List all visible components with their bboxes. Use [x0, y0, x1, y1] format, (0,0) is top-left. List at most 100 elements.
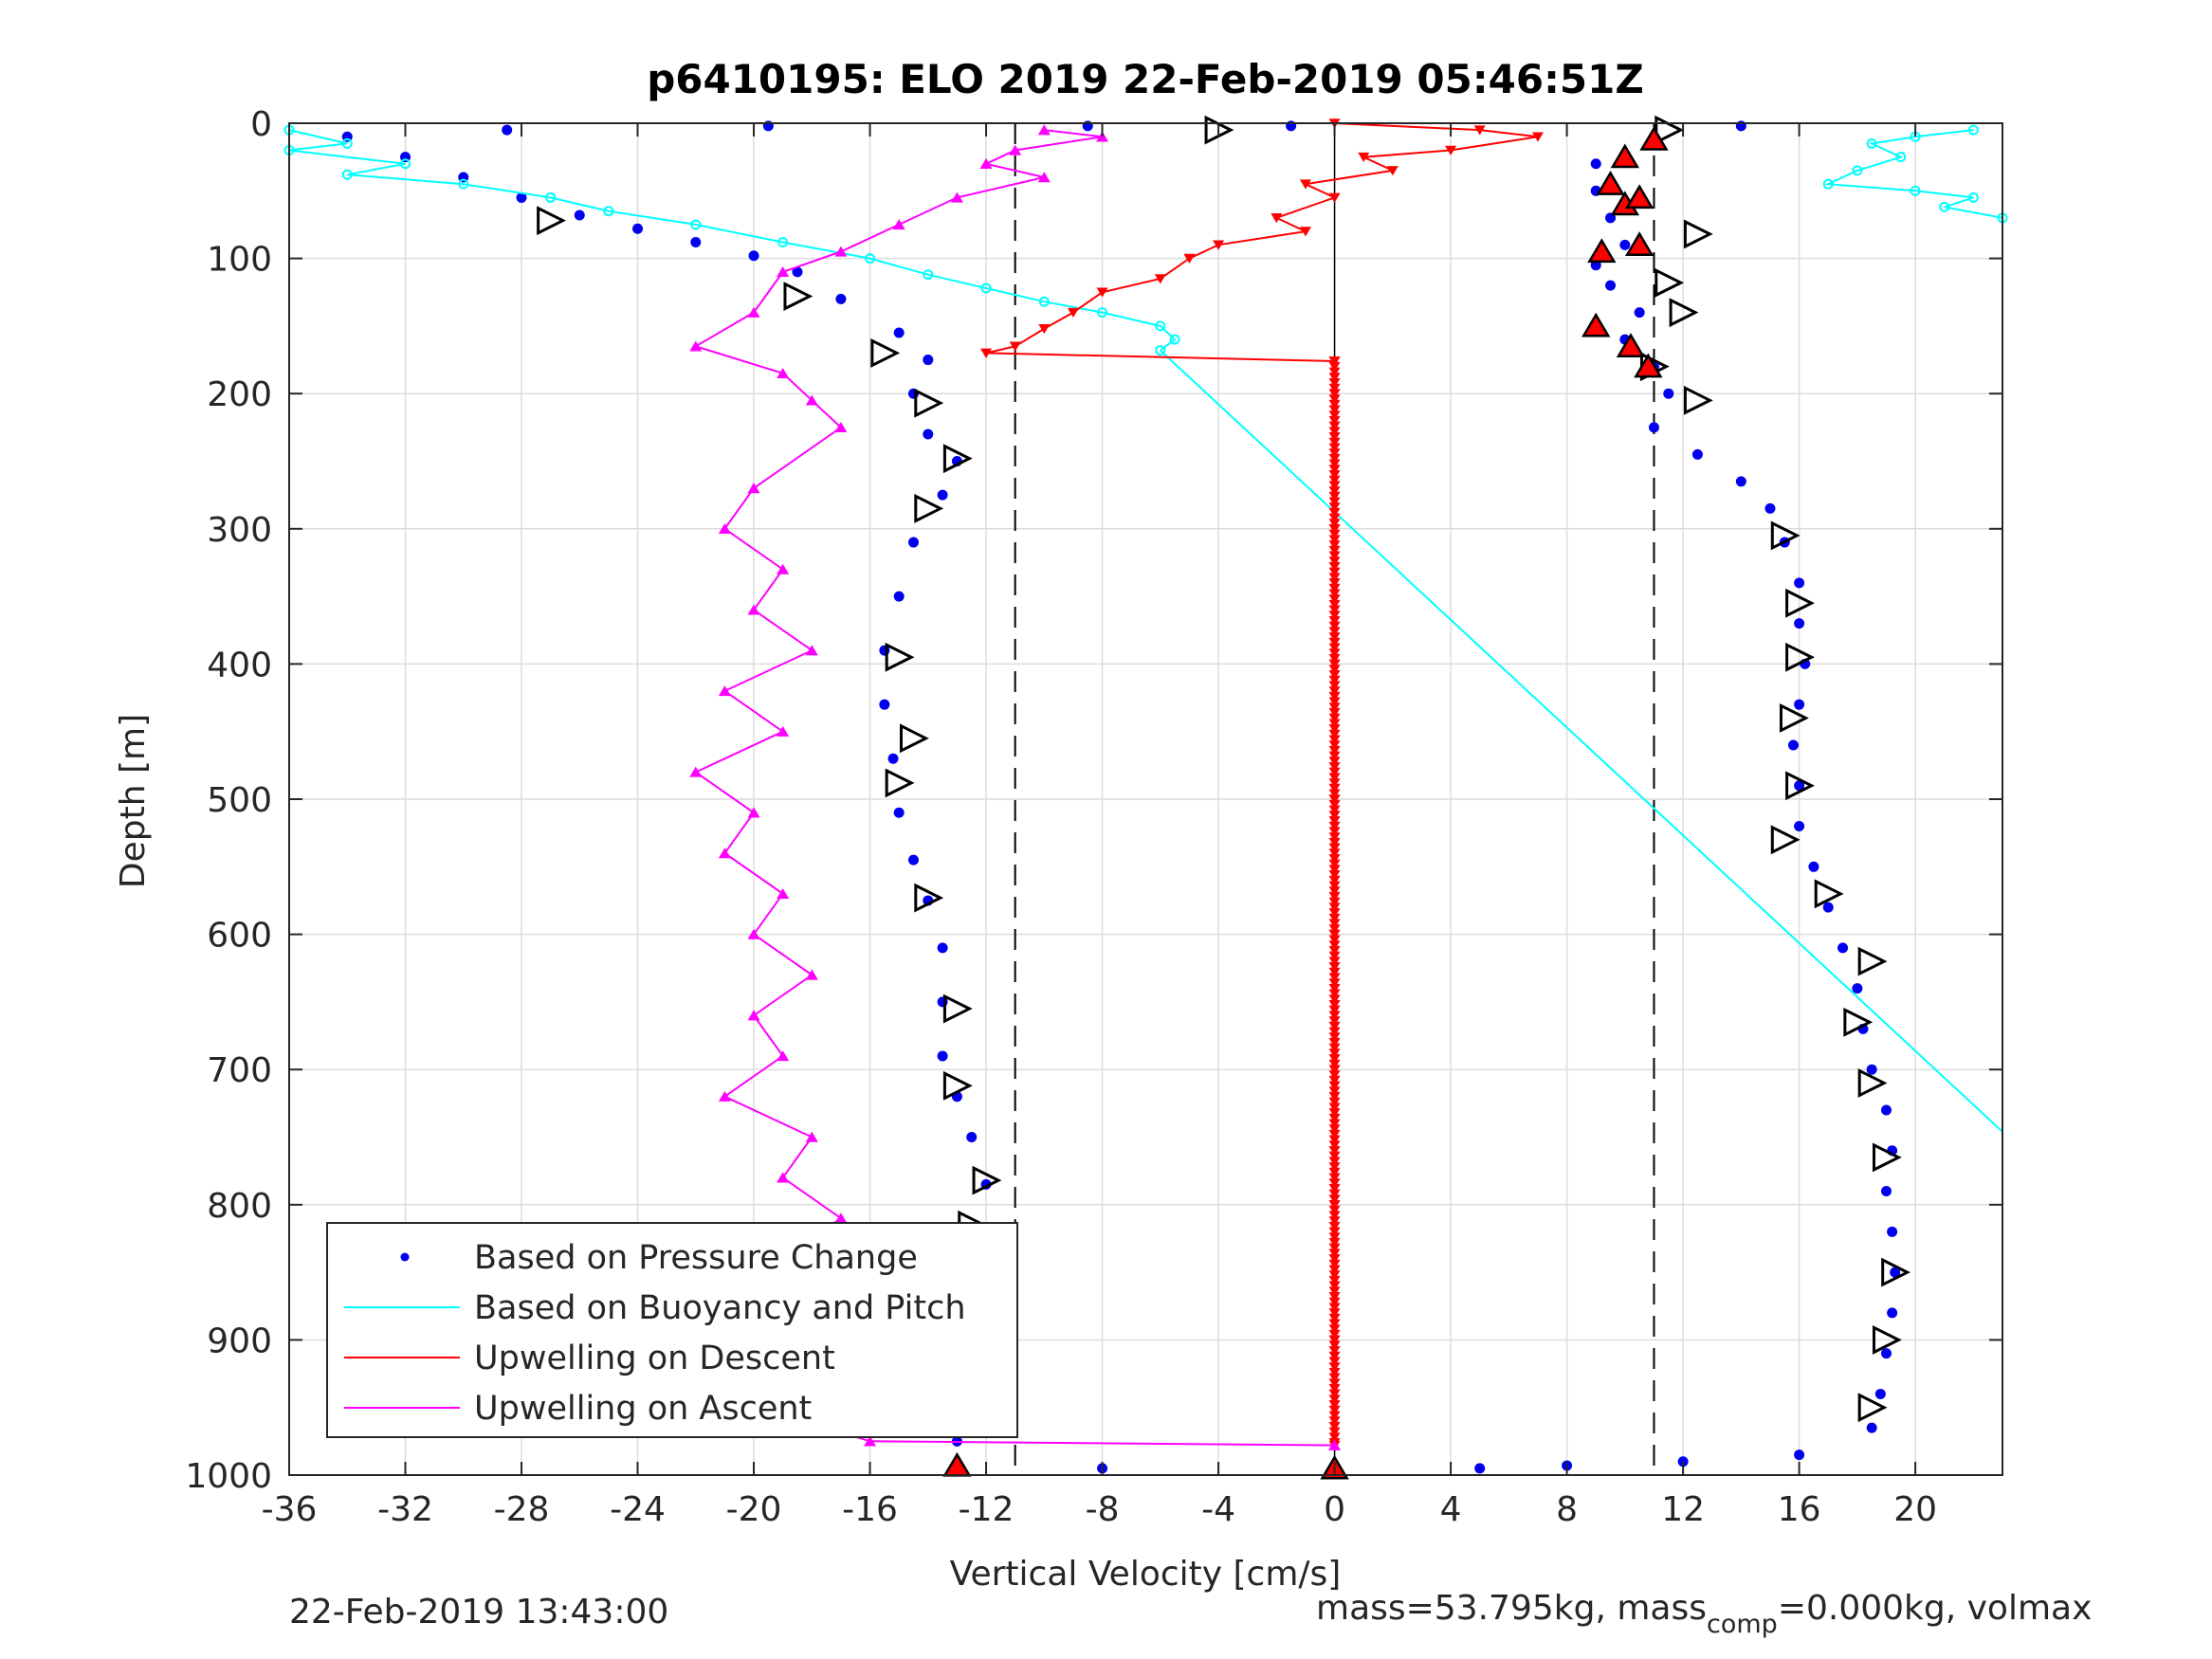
pressure-change-point: [1880, 1348, 1892, 1359]
upwelling-descent-point: [1328, 1037, 1341, 1048]
buoyancy-pitch-point: [1097, 307, 1108, 319]
upwelling-ascent-point: [1037, 124, 1051, 136]
upwelling-descent-point: [1328, 702, 1341, 713]
upwelling-ascent-point: [718, 685, 731, 697]
upwelling-descent-point: [1328, 902, 1341, 913]
upwelling-ascent-point: [777, 1172, 790, 1183]
upwelling-descent-point: [1328, 1021, 1341, 1031]
pressure-change-point: [907, 537, 919, 548]
upwelling-descent-point: [1328, 1362, 1341, 1373]
footer-mass-sub: comp: [1707, 1610, 1778, 1639]
upwelling-descent-point: [1328, 907, 1341, 919]
upwelling-descent-point: [1328, 502, 1341, 513]
y-tick-label: 400: [207, 646, 272, 684]
upwelling-descent-point: [1328, 1140, 1341, 1151]
upwelling-ascent-point: [1037, 172, 1051, 183]
buoyancy-pitch-point: [1866, 137, 1877, 149]
buoyancy-pitch-line: [288, 129, 1177, 352]
y-tick-label: 100: [207, 241, 272, 280]
upwelling-descent-point: [1328, 1032, 1341, 1043]
upwelling-ascent-point: [1328, 1439, 1342, 1450]
upwelling-descent-point: [1328, 1103, 1341, 1113]
upwelling-descent-point: [1328, 686, 1341, 697]
upwelling-descent-point: [1328, 643, 1341, 653]
upwelling-descent-point: [1328, 437, 1341, 447]
upwelling-descent-point: [1328, 394, 1341, 405]
upwelling-descent-point: [1328, 383, 1341, 393]
pressure-change-point: [937, 489, 948, 501]
upwelling-descent-point: [1328, 1124, 1341, 1135]
upwelling-descent-point: [1328, 1400, 1341, 1411]
upwelling-descent-point: [1328, 475, 1341, 485]
upwelling-descent-point: [1328, 1254, 1341, 1265]
pressure-change-point: [1852, 983, 1863, 994]
buoyancy-pitch-point: [603, 206, 614, 217]
upwelling-descent-point: [1386, 166, 1398, 176]
upwelling-descent-point: [1328, 507, 1341, 519]
upwelling-descent-point: [1473, 125, 1486, 136]
upwelling-descent-point: [1328, 735, 1341, 745]
pressure-change-point: [1605, 280, 1617, 291]
upwelling-descent-point: [1328, 886, 1341, 897]
upwelling-ascent-point: [777, 266, 790, 278]
upwelling-descent-point: [1328, 1157, 1341, 1167]
x-tick-label: -28: [494, 1490, 550, 1529]
y-tick-label: 900: [207, 1322, 272, 1360]
upwelling-descent-point: [1328, 377, 1341, 389]
upwelling-descent-point: [1328, 1011, 1341, 1021]
upwelling-descent-point: [1328, 1421, 1341, 1432]
legend-entry-label: Upwelling on Ascent: [474, 1390, 812, 1428]
pressure-change-point: [1590, 158, 1601, 170]
filled-triangle-marker: [1587, 238, 1617, 264]
pressure-change-point: [1691, 448, 1703, 460]
upwelling-ascent-point: [950, 191, 963, 203]
buoyancy-pitch-line-right: [1824, 129, 2003, 219]
upwelling-descent-point: [1328, 1059, 1341, 1069]
buoyancy-pitch-point: [1155, 345, 1166, 356]
upwelling-descent-point: [1328, 811, 1341, 821]
upwelling-descent-point: [1328, 675, 1341, 685]
upwelling-descent-point: [1328, 648, 1341, 659]
pressure-change-point: [792, 266, 803, 278]
legend-entry-label: Based on Pressure Change: [474, 1239, 918, 1277]
upwelling-descent-point: [1038, 323, 1051, 335]
pressure-change-point: [1880, 1186, 1892, 1197]
upwelling-descent-point: [1328, 578, 1341, 589]
pressure-change-point: [1648, 422, 1659, 433]
x-tick-label: -8: [1086, 1490, 1120, 1529]
footer-timestamp: 22-Feb-2019 13:43:00: [289, 1593, 668, 1632]
open-triangle-marker: [972, 1165, 1002, 1195]
pressure-change-point: [1890, 1267, 1901, 1278]
x-tick-label: 8: [1556, 1490, 1578, 1529]
upwelling-descent-point: [1328, 453, 1341, 465]
open-triangle-marker: [1843, 1007, 1874, 1037]
buoyancy-pitch-point: [690, 219, 702, 230]
upwelling-descent-point: [1328, 1373, 1341, 1383]
upwelling-descent-point: [1328, 1108, 1341, 1119]
upwelling-descent-point: [1328, 816, 1341, 827]
upwelling-descent-point: [1328, 1183, 1341, 1194]
x-tick-label: 0: [1324, 1490, 1345, 1529]
upwelling-descent-point: [1328, 405, 1341, 415]
upwelling-descent-point: [1328, 1270, 1341, 1281]
buoyancy-pitch-point: [1939, 201, 1950, 212]
y-tick-label: 300: [207, 511, 272, 550]
filled-triangle-marker: [1596, 171, 1625, 195]
upwelling-descent-point: [1328, 1291, 1341, 1303]
open-triangle-marker: [1881, 1257, 1911, 1287]
buoyancy-pitch-trend-line: [1160, 349, 2003, 1133]
upwelling-descent-point: [1328, 1081, 1341, 1091]
y-tick-label: 1000: [185, 1457, 272, 1496]
upwelling-ascent-point: [979, 157, 993, 169]
upwelling-descent-point: [1328, 713, 1341, 723]
upwelling-descent-point: [1328, 719, 1341, 729]
footer-mass-prefix: mass=53.795kg, mass: [1316, 1589, 1707, 1628]
upwelling-descent-point: [1328, 410, 1341, 421]
upwelling-descent-point: [1328, 1432, 1341, 1443]
buoyancy-pitch-point: [980, 283, 992, 294]
buoyancy-pitch-point: [1967, 124, 1979, 136]
upwelling-descent-point: [1328, 1265, 1341, 1275]
x-tick-label: 20: [1893, 1490, 1937, 1529]
upwelling-descent-point: [1328, 1340, 1341, 1351]
upwelling-descent-point: [1067, 307, 1079, 319]
